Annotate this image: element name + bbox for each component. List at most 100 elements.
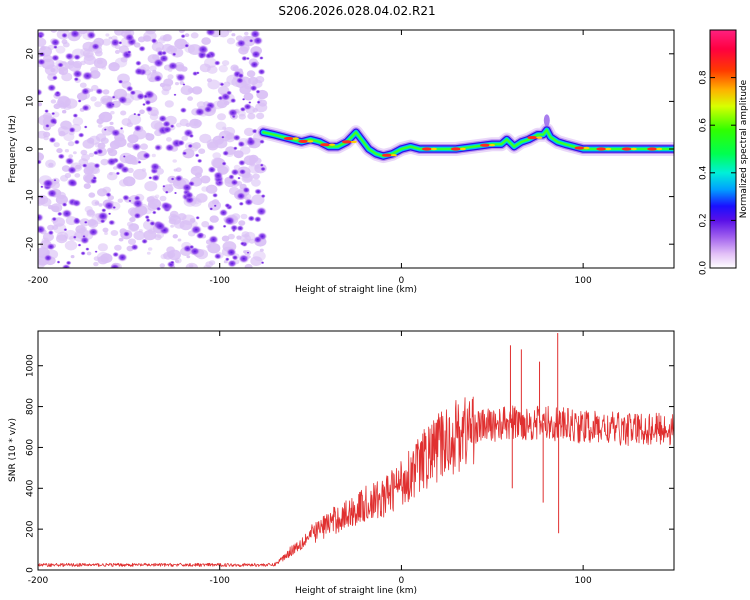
noise-blob-dense [218,208,229,217]
ridge-hotspot [381,153,392,157]
noise-blob-dense [233,146,238,151]
noise-blob [172,159,177,163]
noise-blob [217,113,226,121]
ridge-hotspot [596,147,607,151]
noise-blob [250,256,263,266]
noise-blob [83,55,97,65]
noise-blob-dense [173,191,178,195]
ridge-hotspot [341,140,352,144]
noise-blob-dense [46,243,56,251]
noise-blob [144,181,158,192]
noise-blob [198,148,206,154]
noise-blob-dense [223,216,236,226]
noise-blob [238,113,246,120]
noise-blob [191,86,203,95]
noise-blob-dense [236,225,244,232]
top-y-axis-label: Frequency (Hz) [8,115,18,183]
noise-blob [166,45,178,55]
noise-blob-dense [228,174,235,180]
colorbar-tick-label: 0.8 [699,70,709,85]
noise-blob [253,157,262,164]
noise-blob [98,203,103,207]
ridge-hotspot [621,147,632,151]
noise-blob-dense [40,185,44,189]
snr-spikes [509,333,561,534]
noise-blob [170,224,175,228]
noise-blob [226,37,236,45]
noise-blob [175,82,179,86]
noise-blob-dense [133,212,142,219]
ridge-hotspot-warm [459,147,466,151]
noise-blob-dense [221,135,225,139]
noise-blob-dense [57,153,65,160]
noise-blob-dense [133,112,137,116]
noise-blob-dense [255,206,267,216]
colorbar-tick-label: 0.0 [699,261,709,276]
noise-blob [38,259,46,268]
noise-blob [208,260,216,266]
noise-blob-dense [111,95,116,99]
noise-blob [163,78,174,87]
noise-blob-dense [214,60,221,66]
bottom-x-ticks: -200 -100 0 100 [28,331,592,586]
noise-blob [110,110,115,115]
noise-blob-dense [169,124,175,129]
noise-blob [59,70,65,75]
noise-blob-dense [72,69,83,79]
x-tick-label: 100 [575,576,592,586]
noise-blob [193,119,203,127]
noise-blob-dense [110,38,121,47]
noise-blob [243,250,247,254]
top-x-axis-label: Height of straight line (km) [295,285,417,295]
noise-blob-dense [222,224,227,228]
noise-blob-dense [213,171,224,180]
noise-blob-dense [128,199,132,203]
noise-blob-dense [117,253,128,262]
noise-blob [129,217,136,223]
ridge-hotspot-warm [489,144,495,147]
noise-blob [161,88,170,96]
noise-blob-dense [227,108,239,117]
noise-blob-dense [38,58,46,66]
noise-blob-dense [213,253,222,260]
ridge-hotspot [574,146,585,150]
noise-blob [256,112,265,120]
noise-blob-dense [107,212,112,216]
noise-blob [107,148,118,157]
noise-blob [159,82,166,88]
noise-blob [41,237,49,244]
bottom-y-ticks: 0 200 400 600 800 1000 [26,354,674,573]
x-tick-label: 0 [399,576,405,586]
noise-blob [232,66,239,71]
noise-blob [215,121,227,131]
noise-blob [159,195,167,202]
noise-blob [151,153,156,158]
ridge-hotspot-warm [350,140,357,144]
noise-blob [97,243,108,252]
noise-blob-dense [251,50,261,59]
noise-blob [94,101,102,108]
noise-blob [247,112,256,120]
noise-blob [166,137,172,142]
noise-blob [169,215,182,225]
noise-blob [139,109,145,115]
noise-blob-dense [174,175,183,182]
noise-blob [243,92,254,101]
noise-blob [207,65,218,74]
noise-blob [47,205,54,210]
noise-blob-dense [256,100,261,104]
noise-blob-dense [236,77,244,84]
noise-blob-dense [237,140,246,148]
noise-blob-dense [158,114,168,123]
noise-blob-dense [38,224,46,234]
chart-title: S206.2026.028.04.02.R21 [278,4,435,18]
noise-blob-dense [44,109,49,114]
noise-blob-dense [244,198,254,206]
ridge-hotspot [283,136,294,141]
noise-blob-dense [179,107,187,114]
noise-blob-dense [259,163,264,167]
noise-blob [131,159,138,164]
noise-blob [133,230,145,241]
ridge-hotspot-warm [430,147,437,151]
